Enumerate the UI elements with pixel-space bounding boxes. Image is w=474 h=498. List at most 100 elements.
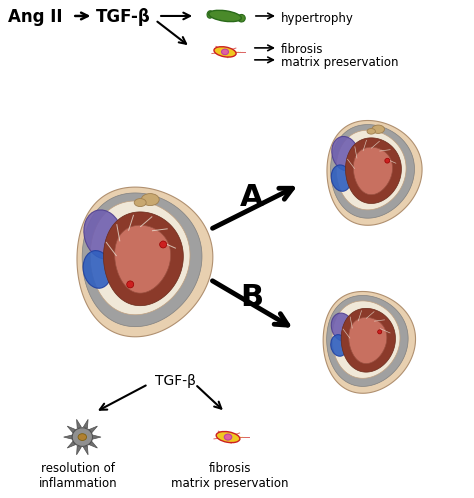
Polygon shape <box>327 295 408 386</box>
Text: TGF-β: TGF-β <box>96 8 151 26</box>
Ellipse shape <box>221 49 223 51</box>
Polygon shape <box>349 317 387 364</box>
Polygon shape <box>341 308 395 372</box>
Text: resolution of
inflammation: resolution of inflammation <box>39 462 118 490</box>
Ellipse shape <box>238 14 245 22</box>
Ellipse shape <box>232 51 234 52</box>
Ellipse shape <box>231 435 232 437</box>
Polygon shape <box>64 435 73 439</box>
Ellipse shape <box>232 438 234 439</box>
Ellipse shape <box>220 52 222 53</box>
Ellipse shape <box>223 437 225 438</box>
Ellipse shape <box>225 50 227 52</box>
Polygon shape <box>83 419 88 428</box>
Polygon shape <box>336 130 406 210</box>
Ellipse shape <box>235 437 237 438</box>
Ellipse shape <box>224 437 227 438</box>
Ellipse shape <box>232 434 233 436</box>
Ellipse shape <box>228 52 230 53</box>
Ellipse shape <box>235 438 236 439</box>
Ellipse shape <box>222 432 223 434</box>
Ellipse shape <box>231 53 232 54</box>
Ellipse shape <box>221 48 222 50</box>
Ellipse shape <box>225 52 226 55</box>
Ellipse shape <box>228 51 230 52</box>
Text: B: B <box>240 283 264 312</box>
Polygon shape <box>323 291 416 393</box>
Ellipse shape <box>331 313 354 341</box>
Ellipse shape <box>227 436 229 438</box>
Ellipse shape <box>229 441 230 442</box>
Ellipse shape <box>224 50 226 54</box>
Ellipse shape <box>221 437 223 438</box>
Ellipse shape <box>228 436 230 438</box>
Ellipse shape <box>224 50 226 54</box>
Ellipse shape <box>224 51 226 53</box>
Polygon shape <box>332 301 400 378</box>
Ellipse shape <box>234 51 236 52</box>
Ellipse shape <box>227 436 229 438</box>
Ellipse shape <box>378 330 382 334</box>
Ellipse shape <box>224 434 232 440</box>
Ellipse shape <box>214 47 236 57</box>
Ellipse shape <box>221 52 224 53</box>
Ellipse shape <box>228 438 229 440</box>
Ellipse shape <box>228 49 230 51</box>
Ellipse shape <box>223 51 227 53</box>
Text: fibrosis
matrix preservation: fibrosis matrix preservation <box>171 462 289 490</box>
Ellipse shape <box>385 158 390 163</box>
Ellipse shape <box>233 434 235 435</box>
Text: fibrosis: fibrosis <box>281 43 323 56</box>
Polygon shape <box>115 225 171 293</box>
Ellipse shape <box>219 47 220 49</box>
Polygon shape <box>103 212 183 306</box>
Polygon shape <box>67 426 75 433</box>
Ellipse shape <box>224 51 227 53</box>
Ellipse shape <box>228 50 229 51</box>
Ellipse shape <box>232 48 233 49</box>
Ellipse shape <box>232 53 233 54</box>
Ellipse shape <box>218 52 219 53</box>
Ellipse shape <box>236 433 237 434</box>
Ellipse shape <box>209 10 241 21</box>
Ellipse shape <box>229 51 232 52</box>
Ellipse shape <box>331 335 347 356</box>
Ellipse shape <box>231 49 232 50</box>
Ellipse shape <box>160 241 167 248</box>
Ellipse shape <box>220 48 221 50</box>
Polygon shape <box>89 426 98 433</box>
Ellipse shape <box>233 438 235 439</box>
Ellipse shape <box>225 51 226 54</box>
Ellipse shape <box>127 281 134 288</box>
Polygon shape <box>353 147 392 195</box>
Ellipse shape <box>228 436 229 439</box>
Ellipse shape <box>223 50 225 53</box>
Ellipse shape <box>222 433 224 435</box>
Text: TGF-β: TGF-β <box>155 374 196 388</box>
Ellipse shape <box>221 49 228 55</box>
Ellipse shape <box>225 434 227 437</box>
Ellipse shape <box>224 51 226 53</box>
Polygon shape <box>77 187 213 337</box>
Polygon shape <box>67 441 75 448</box>
Ellipse shape <box>225 53 227 55</box>
Polygon shape <box>90 201 190 315</box>
Ellipse shape <box>230 436 234 438</box>
Ellipse shape <box>230 53 231 54</box>
Polygon shape <box>82 193 202 327</box>
Text: A: A <box>240 183 264 212</box>
Ellipse shape <box>78 434 87 440</box>
Ellipse shape <box>226 52 228 53</box>
Ellipse shape <box>227 436 229 438</box>
Text: Ang II: Ang II <box>9 8 63 26</box>
Ellipse shape <box>141 194 159 206</box>
Ellipse shape <box>228 52 229 53</box>
Polygon shape <box>89 441 98 448</box>
Ellipse shape <box>83 250 111 288</box>
Ellipse shape <box>72 428 92 446</box>
Ellipse shape <box>219 438 220 439</box>
Ellipse shape <box>225 51 228 53</box>
Ellipse shape <box>219 52 220 53</box>
Ellipse shape <box>367 128 375 134</box>
Ellipse shape <box>226 54 227 56</box>
